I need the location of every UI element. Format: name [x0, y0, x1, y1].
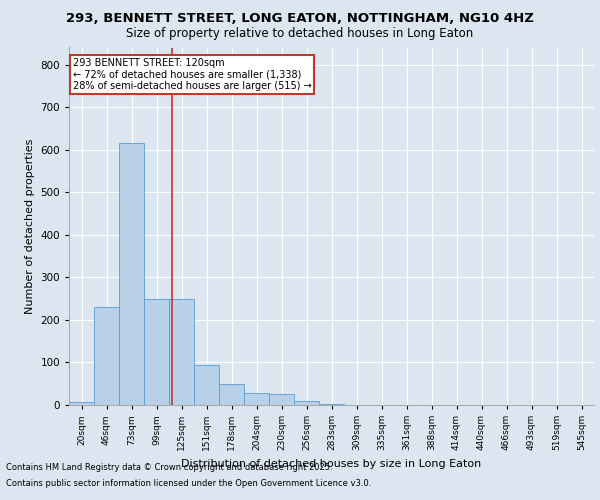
Y-axis label: Number of detached properties: Number of detached properties: [25, 138, 35, 314]
Bar: [269, 394, 294, 405]
Bar: [194, 364, 219, 405]
Bar: [69, 402, 94, 405]
Text: 293 BENNETT STREET: 120sqm
← 72% of detached houses are smaller (1,338)
28% of s: 293 BENNETT STREET: 120sqm ← 72% of deta…: [73, 58, 311, 92]
Bar: [119, 144, 144, 405]
Bar: [319, 404, 344, 405]
Bar: [94, 307, 119, 405]
Text: Contains HM Land Registry data © Crown copyright and database right 2025.: Contains HM Land Registry data © Crown c…: [6, 464, 332, 472]
Text: Contains public sector information licensed under the Open Government Licence v3: Contains public sector information licen…: [6, 478, 371, 488]
X-axis label: Distribution of detached houses by size in Long Eaton: Distribution of detached houses by size …: [181, 458, 482, 468]
Text: 293, BENNETT STREET, LONG EATON, NOTTINGHAM, NG10 4HZ: 293, BENNETT STREET, LONG EATON, NOTTING…: [66, 12, 534, 26]
Text: Size of property relative to detached houses in Long Eaton: Size of property relative to detached ho…: [127, 28, 473, 40]
Bar: [144, 300, 169, 405]
Bar: [219, 384, 244, 405]
Bar: [244, 393, 269, 405]
Bar: [294, 400, 319, 405]
Bar: [169, 300, 194, 405]
